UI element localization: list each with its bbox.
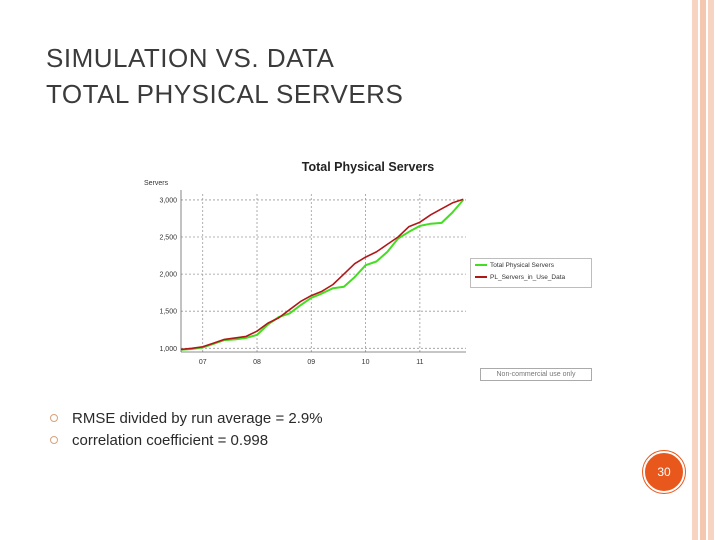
watermark: Non-commercial use only xyxy=(480,368,592,381)
bullet-text: RMSE divided by run average = 2.9% xyxy=(72,410,323,427)
bullet-list: RMSE divided by run average = 2.9% corre… xyxy=(46,408,323,452)
border-band-middle xyxy=(700,0,706,540)
slide-border-right xyxy=(692,0,720,540)
bullet-item: RMSE divided by run average = 2.9% xyxy=(46,408,323,430)
series-line-simulation xyxy=(180,199,465,351)
chart-title: Total Physical Servers xyxy=(301,160,435,174)
plot-area xyxy=(181,194,466,352)
border-band-outer xyxy=(692,0,698,540)
legend-item-data: PL_Servers_in_Use_Data xyxy=(475,274,565,286)
legend-swatch-data xyxy=(475,276,487,279)
chart-legend: Total Physical Servers PL_Servers_in_Use… xyxy=(470,258,592,288)
slide-title-line-1: SIMULATION VS. DATA xyxy=(46,43,335,73)
bullet-text: correlation coefficient = 0.998 xyxy=(72,432,269,449)
legend-swatch-simulation xyxy=(475,264,487,267)
legend-label-simulation: Total Physical Servers xyxy=(490,262,554,269)
border-band-inner xyxy=(708,0,714,540)
y-tick-label: 1,500 xyxy=(159,309,177,316)
y-tick-label: 1,000 xyxy=(159,346,177,353)
x-tick-label: 10 xyxy=(362,359,370,366)
bullet-circle-icon xyxy=(50,414,58,422)
x-tick-label: 11 xyxy=(416,359,423,366)
y-tick-label: 3,000 xyxy=(159,197,177,204)
y-tick-label: 2,000 xyxy=(159,272,177,279)
slide-title: SIMULATION VS. DATA TOTAL PHYSICAL SERVE… xyxy=(46,40,403,112)
y-axis-label: Servers xyxy=(144,180,169,187)
page-number-badge: 30 xyxy=(643,451,685,493)
y-tick-label: 2,500 xyxy=(159,235,177,242)
series-line-data xyxy=(180,198,464,351)
slide-title-line-2: TOTAL PHYSICAL SERVERS xyxy=(46,79,404,109)
x-tick-label: 09 xyxy=(307,359,315,366)
legend-item-simulation: Total Physical Servers xyxy=(475,262,554,274)
bullet-item: correlation coefficient = 0.998 xyxy=(46,430,323,452)
legend-label-data: PL_Servers_in_Use_Data xyxy=(490,274,566,281)
x-tick-label: 08 xyxy=(253,359,261,366)
bullet-circle-icon xyxy=(50,436,58,444)
x-tick-label: 07 xyxy=(199,359,207,366)
